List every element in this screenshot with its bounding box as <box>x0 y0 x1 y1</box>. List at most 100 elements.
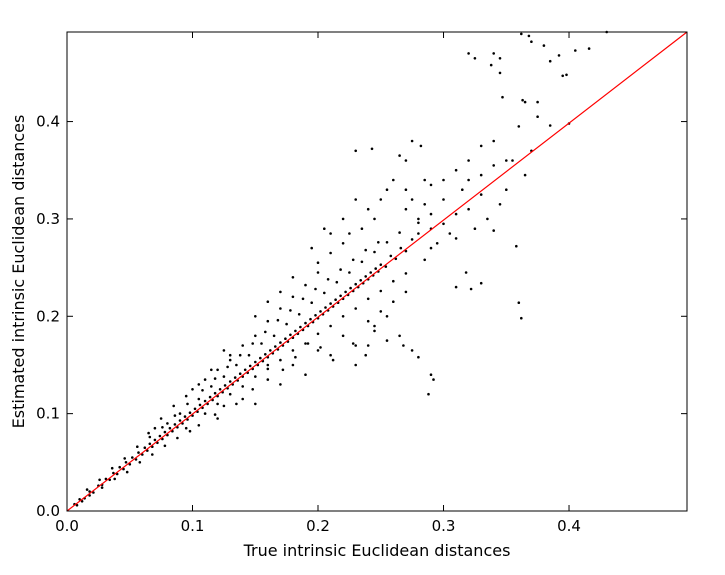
data-point <box>299 325 302 329</box>
data-point <box>392 279 395 283</box>
data-point <box>349 286 352 290</box>
data-point <box>521 98 524 102</box>
data-point <box>523 173 527 177</box>
data-point <box>294 329 297 333</box>
data-point <box>266 363 270 367</box>
data-point <box>574 49 577 52</box>
data-point <box>498 203 502 206</box>
data-point <box>467 52 470 55</box>
y-axis-label: Estimated intrinsic Euclidean distances <box>9 115 28 429</box>
data-point <box>222 375 226 378</box>
data-point <box>565 73 568 77</box>
data-point <box>228 380 232 383</box>
data-point <box>147 431 150 435</box>
data-point <box>505 159 508 162</box>
data-point <box>104 477 108 481</box>
data-point <box>291 295 295 299</box>
data-point <box>80 500 84 503</box>
data-point <box>364 353 368 357</box>
data-point <box>266 367 270 371</box>
data-point <box>404 249 408 253</box>
data-point <box>304 283 307 287</box>
data-point <box>417 217 420 221</box>
data-point <box>473 227 477 230</box>
data-point <box>88 490 91 493</box>
data-point <box>442 222 445 226</box>
data-point <box>366 344 370 347</box>
data-point <box>324 306 327 309</box>
data-point <box>354 363 358 367</box>
data-point <box>301 297 305 301</box>
data-point <box>410 139 414 143</box>
data-point <box>398 154 401 157</box>
data-point <box>238 372 242 376</box>
data-point <box>329 353 332 357</box>
data-point <box>398 334 401 338</box>
x-axis-label: True intrinsic Euclidean distances <box>243 541 511 560</box>
data-point <box>467 159 470 162</box>
data-point <box>432 378 435 381</box>
data-point <box>291 349 295 352</box>
x-tick-label: 0.0 <box>55 517 79 535</box>
data-point <box>373 250 376 254</box>
data-point <box>329 324 332 328</box>
data-point <box>266 319 270 323</box>
axis-ticks: 0.0 0.1 0.2 0.3 0.4 0.0 0.1 0.2 0.3 0.4 <box>36 32 687 535</box>
data-point <box>172 404 175 408</box>
data-point <box>423 178 427 182</box>
data-point <box>228 392 232 396</box>
data-point <box>294 355 297 359</box>
data-point <box>183 415 187 418</box>
data-point <box>379 263 383 267</box>
data-point <box>536 100 539 104</box>
data-point <box>259 356 262 360</box>
data-point <box>385 339 389 342</box>
data-point <box>489 63 493 67</box>
data-point <box>326 278 330 281</box>
data-point <box>213 377 217 380</box>
data-point <box>131 456 134 459</box>
data-point <box>254 334 257 338</box>
data-point <box>264 353 267 356</box>
data-point <box>123 457 126 460</box>
data-point <box>329 251 332 255</box>
data-point <box>310 246 314 250</box>
data-points <box>73 30 608 507</box>
x-tick-label: 0.1 <box>181 517 205 535</box>
data-point <box>479 193 483 196</box>
data-point <box>216 368 219 372</box>
data-point <box>517 301 521 305</box>
data-point <box>279 307 282 310</box>
data-point <box>233 376 237 379</box>
data-point <box>392 178 395 182</box>
data-point <box>316 261 320 265</box>
data-point <box>216 417 219 420</box>
data-point <box>359 279 363 282</box>
data-point <box>548 59 552 63</box>
data-point <box>148 442 152 446</box>
data-point <box>331 358 335 362</box>
data-point <box>158 434 162 438</box>
data-point <box>210 368 213 372</box>
data-point <box>354 149 358 153</box>
x-tick-label: 0.3 <box>432 517 456 535</box>
data-point <box>197 424 201 427</box>
data-point <box>402 344 405 347</box>
reference-line-layer <box>66 31 688 512</box>
data-point <box>197 383 201 386</box>
data-point <box>223 384 227 387</box>
data-point <box>410 349 414 352</box>
data-point <box>153 438 157 442</box>
data-point <box>339 268 342 271</box>
data-point <box>341 242 345 245</box>
data-point <box>492 229 496 232</box>
data-point <box>306 342 310 345</box>
data-point <box>373 324 376 328</box>
data-point <box>479 144 483 148</box>
data-point <box>118 465 121 469</box>
data-point <box>85 488 89 491</box>
data-point <box>329 302 332 305</box>
data-point <box>464 271 468 274</box>
data-point <box>284 337 287 341</box>
data-point <box>404 188 408 191</box>
